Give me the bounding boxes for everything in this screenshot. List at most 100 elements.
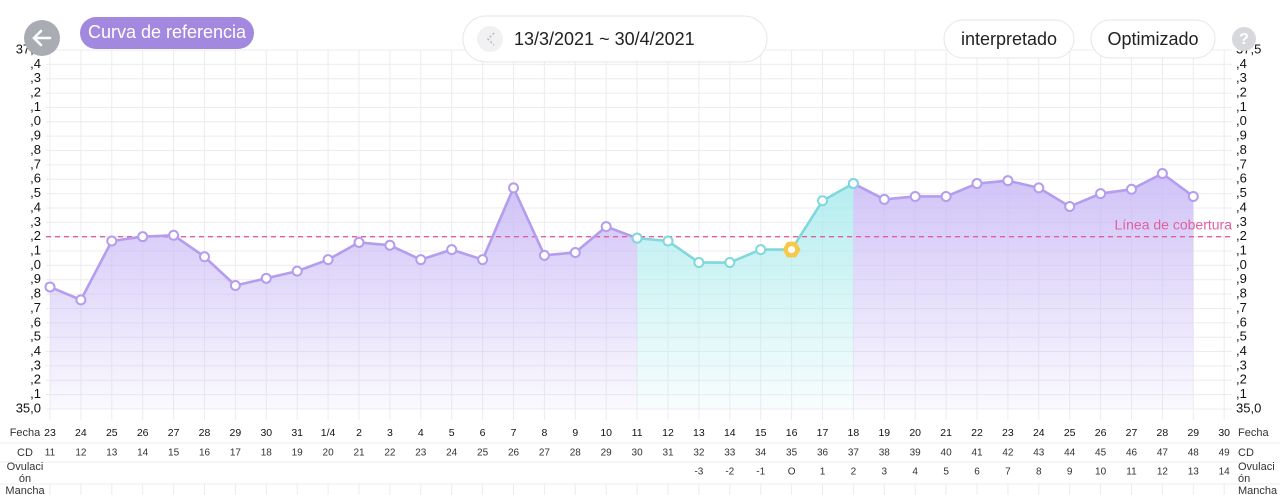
cycle-day: 11 <box>45 448 56 459</box>
y-tick-label: ,0 <box>30 257 41 272</box>
point <box>75 294 87 306</box>
x-tick-label: 8 <box>541 427 547 439</box>
cycle-day: 17 <box>230 448 242 459</box>
point <box>353 236 365 248</box>
x-tick-label: 26 <box>1095 427 1107 439</box>
y-tick-label: ,2 <box>30 372 41 387</box>
x-tick-label: 10 <box>600 427 612 439</box>
row-label: Mancha <box>5 485 45 495</box>
x-tick-label: 15 <box>755 427 767 439</box>
range-icon[interactable] <box>477 26 503 52</box>
coverline-label: Línea de cobertura <box>1114 216 1232 232</box>
ovulation-day: 5 <box>943 467 949 478</box>
point <box>1095 188 1107 200</box>
cycle-day: 24 <box>446 448 458 459</box>
point <box>477 254 489 266</box>
reference-label: Curva de referencia <box>88 22 247 42</box>
y2-tick-label: ,4 <box>1236 343 1247 358</box>
point <box>229 280 241 292</box>
ovulation-point <box>782 241 801 258</box>
reference-button[interactable] <box>80 17 254 49</box>
y-tick-label: ,2 <box>30 228 41 243</box>
cycle-day: 27 <box>539 448 551 459</box>
cycle-day: 30 <box>632 448 644 459</box>
ovulation-day: -3 <box>694 467 703 478</box>
y-tick-label: ,7 <box>30 300 41 315</box>
interpreted-label: interpretado <box>961 29 1057 49</box>
area-fill <box>637 183 854 409</box>
cycle-day: 43 <box>1033 448 1045 459</box>
optimized-label: Optimizado <box>1107 29 1198 49</box>
point <box>1126 183 1137 195</box>
y-tick-label: ,6 <box>30 314 41 329</box>
cycle-day: 36 <box>817 448 829 459</box>
cycle-day: 40 <box>941 448 953 459</box>
x-tick-label: 24 <box>1033 427 1045 439</box>
point <box>384 239 396 251</box>
x-tick-label: 19 <box>878 427 890 439</box>
ovulation-day: 12 <box>1157 467 1169 478</box>
ovulation-day: 13 <box>1188 467 1200 478</box>
ovulation-day: -1 <box>756 467 765 478</box>
y2-tick-label: ,7 <box>1236 156 1247 171</box>
ovulation-day: 8 <box>1036 467 1042 478</box>
date-range: 13/3/2021 ~ 30/4/2021 <box>514 29 695 49</box>
x-tick-label: 7 <box>511 427 517 439</box>
y2-tick-label: ,5 <box>1236 329 1247 344</box>
cycle-day: 47 <box>1157 448 1169 459</box>
y2-tick-label: ,4 <box>1236 199 1247 214</box>
row-label-right: Mancha <box>1238 485 1278 495</box>
point <box>662 235 674 247</box>
cycle-day: 41 <box>971 448 983 459</box>
x-tick-label: 23 <box>1002 427 1014 439</box>
x-tick-label: 14 <box>724 427 736 439</box>
date-range-pill[interactable] <box>462 15 768 63</box>
y-tick-label: ,5 <box>30 329 41 344</box>
point <box>44 281 56 293</box>
ovulation-day: 2 <box>851 467 857 478</box>
cycle-day: 35 <box>786 448 798 459</box>
y2-tick-label: ,2 <box>1236 85 1247 100</box>
optimized-button[interactable] <box>1090 19 1216 59</box>
y2-tick-label: ,6 <box>1236 171 1247 186</box>
point <box>847 178 859 190</box>
point <box>724 257 736 269</box>
x-tick-label: 5 <box>449 427 455 439</box>
y-tick-label: ,3 <box>30 214 41 229</box>
help-icon: ? <box>1239 31 1249 48</box>
x-tick-label: 28 <box>199 427 211 439</box>
y-tick-label: ,1 <box>30 242 41 257</box>
row-label: CD <box>17 447 33 459</box>
ovulation-day: 7 <box>1005 467 1011 478</box>
x-tick-label: 22 <box>971 427 983 439</box>
ovulation-day: 1 <box>820 467 826 478</box>
x-tick-label: 2 <box>356 427 362 439</box>
x-tick-label: 30 <box>1218 427 1230 439</box>
help-button[interactable] <box>1232 27 1256 51</box>
cycle-day: 26 <box>508 448 520 459</box>
row-label: Ovulaci <box>7 461 44 473</box>
cycle-day: 19 <box>292 448 304 459</box>
point <box>817 195 828 207</box>
x-tick-label: 6 <box>480 427 486 439</box>
cycle-day: 25 <box>477 448 489 459</box>
row-label-right: Ovulaci <box>1238 461 1275 473</box>
x-tick-label: 29 <box>1187 427 1199 439</box>
row-label: ón <box>19 473 31 485</box>
point <box>137 231 149 243</box>
table-bg <box>0 420 1280 495</box>
y-tick-label: ,1 <box>30 386 41 401</box>
y-tick-label: ,5 <box>30 185 41 200</box>
interpreted-button[interactable] <box>943 19 1075 59</box>
y2-tick-label: ,1 <box>1236 242 1247 257</box>
point <box>878 193 890 205</box>
x-tick-label: 9 <box>572 427 578 439</box>
x-tick-label: 28 <box>1157 427 1169 439</box>
point <box>291 265 303 277</box>
ovulation-day: 4 <box>912 467 918 478</box>
cycle-day: 31 <box>662 448 674 459</box>
y2-tick-label: ,8 <box>1236 286 1247 301</box>
row-label: Fecha <box>10 427 41 439</box>
x-tick-label: 30 <box>260 427 272 439</box>
cycle-day: 12 <box>75 448 87 459</box>
